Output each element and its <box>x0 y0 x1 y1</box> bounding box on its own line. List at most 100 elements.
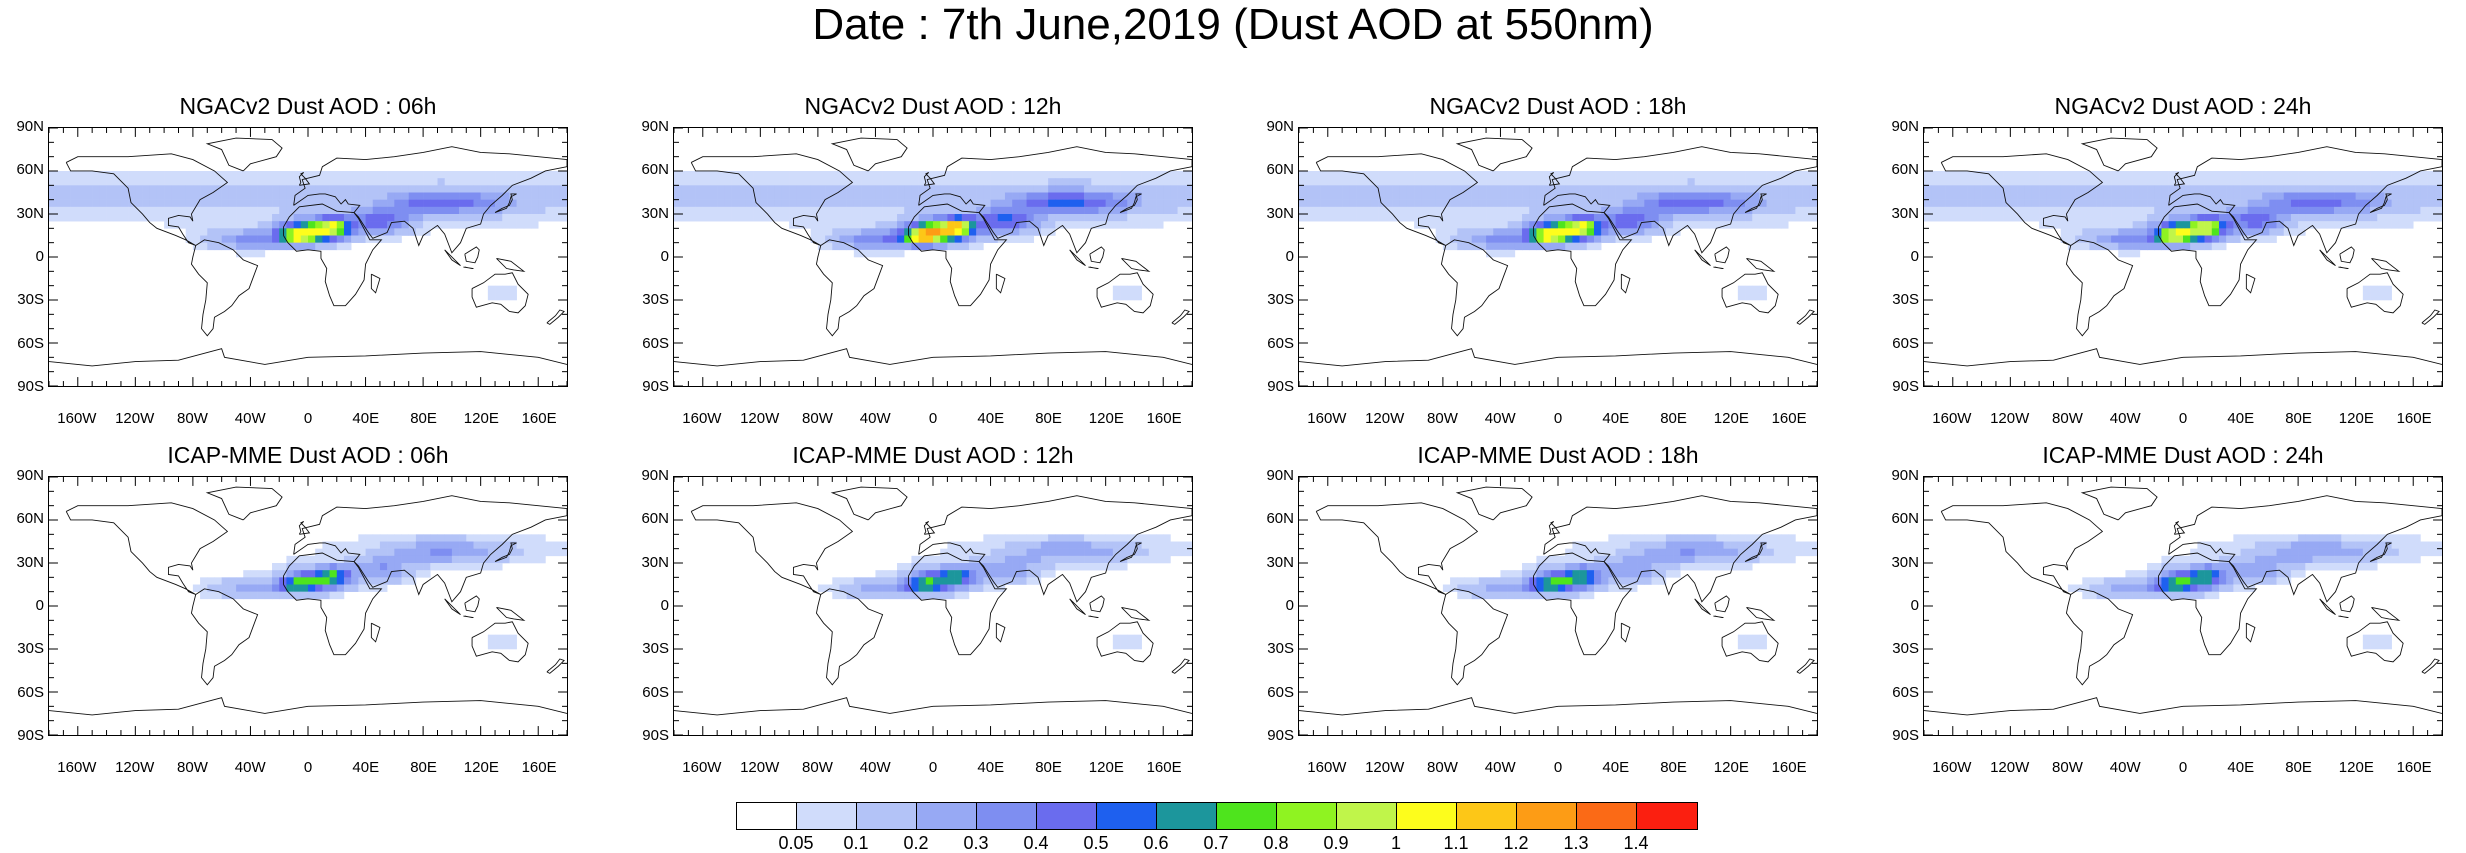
aod-cell <box>1464 206 1472 215</box>
aod-cell <box>552 178 561 186</box>
aod-cell <box>1048 221 1056 229</box>
aod-cell <box>1608 541 1616 549</box>
aod-cell <box>1019 534 1027 542</box>
aod-cell <box>832 192 840 200</box>
aod-cell <box>2139 584 2148 592</box>
aod-cell <box>1658 206 1667 215</box>
lon-tick-label: 80E <box>1660 410 1687 427</box>
aod-cell <box>322 171 330 179</box>
aod-cell <box>2312 555 2320 564</box>
aod-cell <box>1536 228 1544 236</box>
aod-cell <box>2269 206 2277 215</box>
lon-tick-label: 120E <box>1088 410 1124 427</box>
aod-cell <box>372 192 381 200</box>
aod-cell <box>2168 577 2177 585</box>
aod-cell <box>2370 641 2378 650</box>
aod-cell <box>200 192 208 200</box>
aod-cell <box>1687 221 1695 229</box>
aod-cell <box>2139 591 2148 600</box>
aod-cell <box>164 192 172 200</box>
aod-cell <box>1033 548 1042 557</box>
aod-cell <box>968 221 977 229</box>
aod-cell <box>545 541 553 549</box>
aod-cell <box>997 171 1006 179</box>
aod-cell <box>1062 563 1070 571</box>
aod-cell <box>1974 178 1982 186</box>
aod-cell <box>1737 548 1746 557</box>
aod-cell <box>387 555 395 564</box>
aod-cell <box>2413 192 2421 200</box>
aod-cell <box>1543 228 1552 236</box>
aod-cell <box>1622 171 1631 179</box>
aod-cell <box>897 570 905 578</box>
aod-cell <box>1019 228 1027 236</box>
aod-cell <box>1665 214 1674 222</box>
coastline <box>1543 495 1817 603</box>
aod-cell <box>1974 206 1982 215</box>
aod-cell <box>2319 548 2328 557</box>
aod-cell <box>272 206 280 215</box>
aod-cell <box>1327 199 1336 208</box>
aod-cell <box>2240 199 2249 208</box>
aod-cell <box>423 214 431 222</box>
aod-cell <box>1091 541 1099 549</box>
aod-cell <box>897 235 905 243</box>
aod-cell <box>1112 634 1121 643</box>
aod-cell <box>1665 534 1674 542</box>
aod-cell <box>358 171 366 179</box>
aod-cell <box>1723 555 1731 564</box>
aod-cell <box>1493 228 1501 236</box>
aod-cell <box>961 235 970 243</box>
aod-cell <box>674 185 682 193</box>
aod-cell <box>2132 591 2141 600</box>
aod-cell <box>2161 171 2169 179</box>
aod-cell <box>531 534 539 542</box>
aod-cell <box>875 584 883 592</box>
aod-cell <box>2111 185 2119 193</box>
aod-cell <box>372 214 381 222</box>
aod-cell <box>2413 555 2421 564</box>
aod-cell <box>423 206 431 215</box>
aod-cell <box>2183 185 2191 193</box>
aod-cell <box>1945 171 1954 179</box>
aod-cell <box>1156 185 1164 193</box>
lat-tick-label: 90N <box>16 118 44 135</box>
aod-cell <box>954 242 963 251</box>
aod-cell <box>84 199 93 208</box>
aod-cell <box>473 548 481 557</box>
aod-cell <box>1565 214 1573 222</box>
aod-cell <box>559 206 567 215</box>
aod-cell <box>1745 563 1753 571</box>
coastlines <box>1924 486 2442 716</box>
aod-cell <box>882 228 891 236</box>
aod-cell <box>1170 541 1178 549</box>
aod-cell <box>2391 541 2400 549</box>
coastline <box>923 172 936 186</box>
aod-cell <box>1644 178 1652 186</box>
aod-cell <box>933 577 941 585</box>
aod-cell <box>1349 214 1357 222</box>
aod-cell <box>1522 185 1530 193</box>
aod-cell <box>1442 221 1451 229</box>
aod-cell <box>724 214 732 222</box>
aod-cell <box>387 171 395 179</box>
aod-cell <box>738 178 747 186</box>
aod-cell <box>1629 228 1638 236</box>
aod-cell <box>911 584 919 592</box>
aod-cell <box>2254 214 2263 222</box>
coastline <box>1315 153 1479 246</box>
aod-cell <box>1127 641 1135 650</box>
aod-cell <box>2362 555 2371 564</box>
aod-cell <box>983 555 991 564</box>
aod-cell <box>343 192 352 200</box>
aod-cell <box>846 214 855 222</box>
aod-cell <box>358 534 366 542</box>
aod-cell <box>1148 199 1157 208</box>
aod-cell <box>2103 577 2112 585</box>
aod-cell <box>1062 199 1070 208</box>
aod-cell <box>2319 192 2328 200</box>
aod-cell <box>430 541 438 549</box>
aod-cell <box>674 206 682 215</box>
aod-cell <box>99 192 107 200</box>
aod-cell <box>1342 185 1350 193</box>
